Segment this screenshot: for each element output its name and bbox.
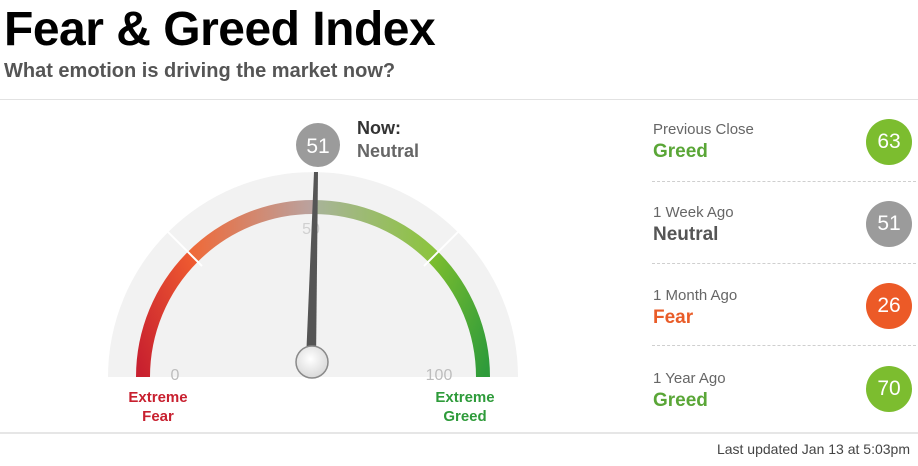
history-rating: Greed (653, 141, 708, 162)
history-label: 1 Year Ago (653, 370, 726, 387)
extreme-fear-label-1: Extreme (128, 389, 187, 406)
history-label: 1 Week Ago (653, 204, 734, 221)
last-updated: Last updated Jan 13 at 5:03pm (716, 441, 910, 457)
fear-greed-gauge: 50 0 100 Extreme Fear Extreme Greed 51 (90, 100, 535, 432)
history-rating: Neutral (653, 224, 719, 245)
page-title: Fear & Greed Index (4, 3, 436, 56)
history-value-circle: 51 (866, 201, 912, 247)
current-value-circle (296, 123, 340, 167)
history-rating: Fear (653, 307, 694, 328)
needle-hub (295, 345, 329, 379)
page-subtitle: What emotion is driving the market now? (4, 60, 396, 82)
arc-greed (312, 200, 439, 262)
now-rating: Neutral (357, 141, 420, 161)
history-divider (652, 263, 916, 264)
arc-extreme-fear (136, 251, 198, 378)
arc-fear (187, 200, 314, 262)
extreme-greed-label-2: Greed (443, 408, 486, 425)
tick-100: 100 (426, 367, 453, 384)
history-row-previous-close: Previous Close Greed 63 (652, 100, 918, 182)
history-row-1-week: 1 Week Ago Neutral 51 (652, 182, 918, 264)
arc-extreme-greed (428, 251, 490, 378)
separator-25 (157, 221, 203, 267)
tick-0: 0 (171, 367, 180, 384)
history-row-1-year: 1 Year Ago Greed 70 (652, 346, 918, 432)
history-divider (652, 345, 916, 346)
history-rating: Greed (653, 390, 708, 411)
current-value: 51 (306, 135, 329, 158)
history-divider (652, 181, 916, 182)
separator-75 (423, 221, 469, 267)
header-divider (0, 99, 918, 100)
gauge-svg: 50 0 100 Extreme Fear Extreme Greed 51 (108, 123, 518, 425)
extreme-fear-label-2: Fear (142, 408, 174, 425)
history-value-circle: 63 (866, 119, 912, 165)
history-label: 1 Month Ago (653, 287, 738, 304)
history-value-circle: 26 (866, 283, 912, 329)
history-row-1-month: 1 Month Ago Fear 26 (652, 264, 918, 346)
gauge-needle (306, 172, 318, 362)
history-label: Previous Close (653, 121, 754, 138)
now-label: Now: (357, 118, 401, 138)
footer-divider (0, 432, 918, 434)
history-value-circle: 70 (866, 366, 912, 412)
extreme-greed-label-1: Extreme (435, 389, 494, 406)
